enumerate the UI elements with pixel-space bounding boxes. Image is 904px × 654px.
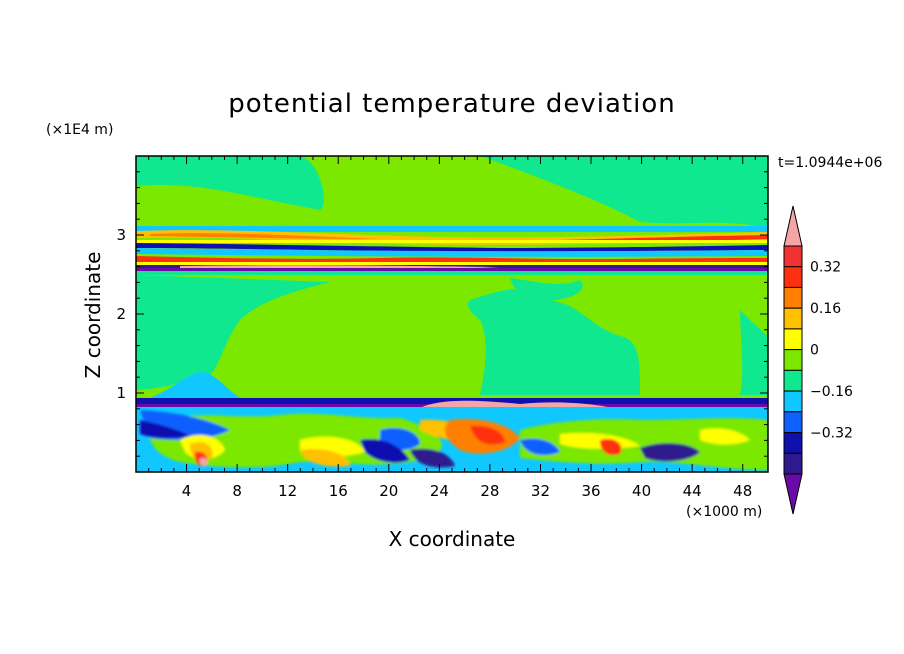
eddy-navy-2 (640, 443, 700, 462)
mid-neg-right (740, 310, 768, 395)
eddy-navy-1 (140, 420, 190, 439)
colorbar-swatch (783, 369, 803, 392)
x-tick-label: 20 (379, 482, 398, 500)
x-tick-label: 16 (329, 482, 348, 500)
x-tick-label: 4 (182, 482, 192, 500)
mid-neg-center (468, 288, 640, 395)
colorbar-tick-label: −0.32 (810, 426, 853, 442)
chart-title: potential temperature deviation (228, 89, 675, 119)
x-tick-label: 36 (581, 482, 600, 500)
x-tick-label: 44 (683, 482, 702, 500)
band-upper-cyan (136, 226, 768, 232)
eddy-orange-3 (300, 449, 350, 467)
band-purple (136, 268, 768, 271)
x-tick-label: 8 (232, 482, 242, 500)
colorbar-swatch (783, 307, 803, 330)
bl-eddies (140, 410, 768, 470)
eddy-navy-3 (360, 438, 410, 463)
x-axis-title: X coordinate (389, 527, 516, 551)
upper-neg-patch-mid (480, 156, 768, 228)
contour-field (136, 156, 768, 472)
eddy-navy-4 (410, 448, 455, 468)
mid-neg-left (136, 275, 330, 390)
colorbar-tick-label: 0.32 (810, 260, 841, 276)
colorbar: −0.32 −0.16 0 0.16 0.32 (783, 205, 853, 515)
colorbar-swatch (783, 266, 803, 288)
y-axis-ticks: 1 2 3 (116, 171, 768, 457)
eddy-red-2 (600, 438, 622, 456)
mid-neg-top (510, 278, 583, 301)
upper-neg-patch-left (136, 156, 324, 210)
colorbar-swatch (783, 349, 803, 371)
colorbar-swatch (783, 390, 803, 413)
eddy-blue-3 (520, 438, 560, 456)
eddy-red-1 (470, 425, 505, 445)
y-axis-title: Z coordinate (81, 252, 105, 379)
band-lower-green (136, 271, 768, 275)
colorbar-max-arrow (783, 205, 803, 247)
x-tick-label: 32 (531, 482, 550, 500)
x-tick-label: 12 (278, 482, 297, 500)
colorbar-min-arrow (783, 473, 803, 515)
colorbar-swatch (783, 286, 803, 309)
y-tick-label: 2 (116, 305, 126, 323)
x-tick-label: 24 (430, 482, 449, 500)
y-tick-label: 3 (116, 226, 126, 244)
x-unit-label: (×1000 m) (686, 504, 762, 520)
colorbar-tick-label: 0 (810, 343, 819, 359)
eddy-pink-spot (199, 457, 208, 467)
band-turbulent-yellow (136, 262, 768, 265)
y-unit-label: (×1E4 m) (46, 122, 113, 138)
band-blue (136, 243, 768, 252)
colorbar-swatch (783, 328, 803, 351)
band-yellow (136, 240, 768, 243)
x-tick-label: 48 (733, 482, 752, 500)
mid-cyan-left (150, 372, 240, 398)
x-tick-label: 40 (632, 482, 651, 500)
colorbar-swatch (783, 452, 803, 475)
x-axis-ticks: 4 8 12 16 20 24 28 32 36 40 44 48 (148, 156, 756, 500)
time-label: t=1.0944e+06 (778, 155, 882, 171)
colorbar-swatch (783, 245, 803, 268)
bl-top-blue (136, 398, 768, 404)
band-red-upper (150, 233, 380, 239)
eddy-yellow-4 (700, 428, 750, 445)
colorbar-swatch (783, 411, 803, 434)
x-tick-label: 28 (480, 482, 499, 500)
colorbar-tick-label: −0.16 (810, 384, 853, 400)
y-tick-label: 1 (116, 384, 126, 402)
colorbar-tick-label: 0.16 (810, 301, 841, 317)
colorbar-swatch (783, 432, 803, 454)
band-cyan-mid (136, 248, 768, 257)
